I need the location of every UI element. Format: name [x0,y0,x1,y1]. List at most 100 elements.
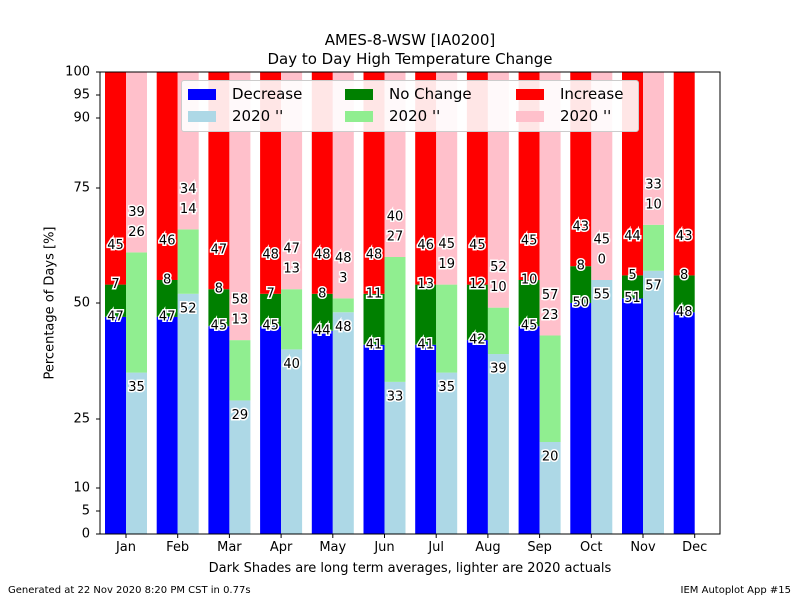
data-label: 51 [624,291,641,306]
legend-label: 2020 '' [232,107,284,125]
y-tick-label: 50 [73,296,90,311]
x-tick-label: Dec [682,540,707,555]
legend-swatch [188,111,216,122]
data-label: 47 [159,309,176,324]
data-label: 12 [469,277,486,292]
x-tick-label: Feb [166,540,189,555]
bar-2020-decrease-mar [229,400,251,534]
y-axis-label: Percentage of Days [%] [42,226,58,380]
data-label: 45 [521,234,538,249]
bar-2020-no-change-feb [177,229,199,294]
data-label: 45 [262,319,279,334]
x-tick-label: Apr [270,540,293,555]
legend-label: No Change [389,85,472,103]
bar-avg-decrease-may [311,330,333,534]
data-label: 33 [387,389,404,404]
data-label: 45 [469,238,486,253]
data-label: 42 [469,333,486,348]
legend-label: Decrease [232,85,303,103]
chart-subtitle: Day to Day High Temperature Change [267,50,553,68]
y-tick-label: 5 [82,504,90,519]
data-label: 14 [180,202,197,217]
data-label: 44 [314,323,331,338]
bar-avg-decrease-oct [570,303,592,534]
data-label: 8 [163,273,171,288]
bar-avg-no-change-jan [105,284,126,317]
bar-2020-decrease-feb [177,293,199,534]
data-label: 48 [314,247,331,262]
data-label: 48 [335,320,352,335]
bar-avg-decrease-jul [415,344,437,534]
bar-avg-increase-feb [156,72,178,280]
bar-2020-decrease-jul [436,372,458,534]
bar-avg-decrease-nov [622,298,643,534]
bar-avg-decrease-aug [466,340,488,534]
data-label: 10 [521,273,538,288]
bar-2020-no-change-may [332,298,354,313]
legend-swatch [516,89,544,100]
data-label: 13 [283,262,300,277]
data-label: 35 [438,380,455,395]
data-label: 40 [283,357,300,372]
x-tick-label: Jan [115,540,136,555]
data-label: 7 [111,277,119,292]
data-label: 39 [128,205,145,220]
x-tick-label: Oct [580,540,602,555]
bar-2020-decrease-aug [487,354,509,534]
data-label: 52 [490,260,507,275]
data-label: 46 [417,238,434,253]
legend-label: 2020 '' [389,107,441,125]
data-label: 41 [417,337,434,352]
data-label: 45 [438,237,455,252]
data-label: 58 [232,293,249,308]
bar-avg-decrease-jan [105,316,126,534]
bar-2020-no-change-aug [487,307,509,355]
data-label: 55 [594,288,611,303]
bar-2020-no-change-apr [281,289,303,350]
bar-avg-no-change-may [311,293,333,331]
y-tick-label: 100 [65,65,90,80]
bar-avg-decrease-jun [363,344,385,534]
bar-avg-no-change-feb [156,280,178,317]
bar-avg-no-change-mar [208,289,230,327]
legend-swatch [188,89,216,100]
bar-2020-increase-sep [539,72,561,336]
data-labels: 4774535263947846521434458472913584574840… [106,176,694,466]
bar-avg-no-change-apr [260,293,282,327]
bar-2020-decrease-oct [591,280,613,534]
data-label: 5 [628,268,636,283]
bar-2020-increase-nov [643,72,664,225]
data-label: 7 [266,286,274,301]
data-label: 8 [318,286,326,301]
data-label: 50 [573,296,590,311]
bar-2020-no-change-mar [229,340,251,401]
bar-2020-decrease-nov [643,270,664,534]
bar-avg-no-change-jul [415,284,437,345]
bar-2020-decrease-jun [384,381,406,534]
data-label: 48 [676,305,693,320]
data-label: 52 [180,301,197,316]
data-label: 45 [211,319,228,334]
data-label: 44 [624,229,641,244]
bar-avg-decrease-sep [518,326,540,534]
bar-avg-decrease-feb [156,316,178,534]
bar-avg-no-change-aug [466,284,488,341]
data-label: 48 [262,247,279,262]
data-label: 3 [339,271,347,286]
data-label: 19 [438,257,455,272]
data-label: 33 [645,177,662,192]
data-label: 57 [645,278,662,293]
data-label: 8 [215,282,223,297]
data-label: 43 [573,220,590,235]
x-tick-label: Nov [630,540,656,555]
bar-avg-no-change-sep [518,280,540,327]
legend-swatch [345,111,373,122]
chart-title: AMES-8-WSW [IA0200] [324,31,496,49]
bar-avg-decrease-dec [673,312,695,534]
bar-avg-decrease-apr [260,326,282,534]
data-label: 45 [594,233,611,248]
bar-2020-increase-jan [126,72,147,253]
data-label: 47 [211,243,228,258]
data-label: 26 [128,225,145,240]
data-label: 13 [417,277,434,292]
